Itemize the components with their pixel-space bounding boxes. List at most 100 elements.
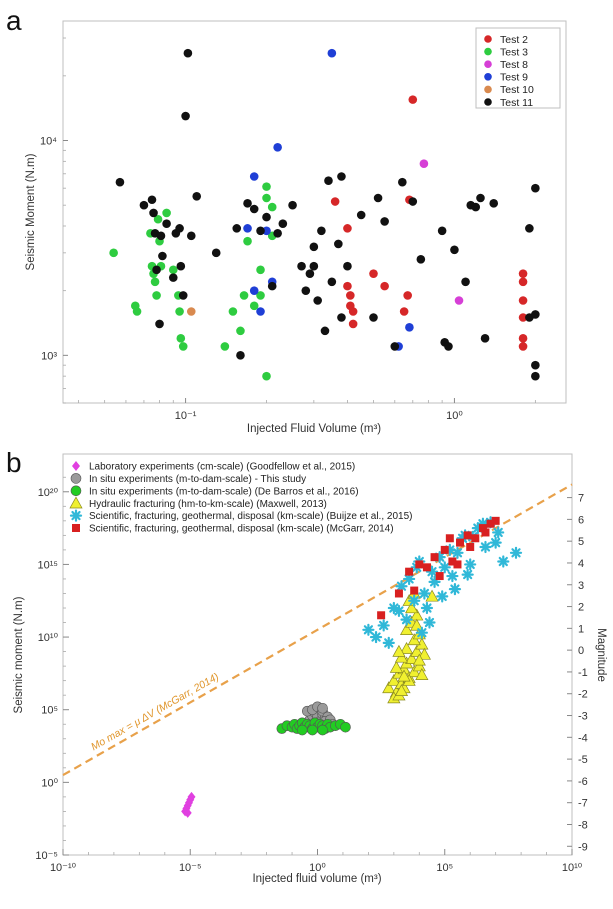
panel-b-magnitude-tick-label: 2 (578, 602, 584, 614)
panel-b-legend-marker-triangle (69, 496, 83, 509)
panel-a-frame (62, 20, 567, 404)
panel-b-point-star (448, 583, 462, 596)
panel-b-point-triangle (394, 684, 409, 696)
panel-b-point-triangle (405, 601, 419, 614)
panel-a-point-test-11 (211, 248, 221, 258)
panel-a-ticks: 10⁻¹ 10⁰ 10³ 10⁴ (40, 37, 536, 422)
panel-b-point-triangle (399, 641, 414, 654)
panel-a-point-test-11 (390, 342, 400, 351)
panel-a-point-test-11 (324, 176, 333, 186)
panel-b-point-triangle (394, 650, 409, 663)
panel-b-magnitude-tick-label: -9 (578, 841, 588, 853)
panel-a-point-test-11 (398, 177, 407, 187)
panel-a-point-test-3 (228, 307, 238, 316)
panel-b-point-star-stroke (396, 581, 407, 591)
panel-b-x-tick-label: 10⁰ (309, 862, 326, 874)
panel-b-legend-marker-diamond (72, 461, 80, 471)
panel-b-legend-label: In situ experiments (m-to-dam-scale) - T… (89, 474, 306, 485)
panel-b-point-star-stroke (384, 638, 394, 648)
panel-b-legend-label: Scientific, fracturing, geothermal, disp… (89, 524, 394, 535)
panel-a-point-test-11 (369, 313, 378, 322)
panel-a-point-test-3 (175, 307, 184, 316)
panel-b-point-square (445, 534, 454, 543)
panel-b-point-star-stroke (463, 569, 473, 580)
panel-a-point-test-11 (181, 111, 190, 121)
panel-a-point-test-2 (518, 269, 528, 278)
panel-b-point-star-stroke (371, 632, 381, 642)
panel-b-point-star (369, 630, 383, 644)
panel-b-point-triangle (397, 669, 411, 682)
panel-b-point-square (430, 553, 439, 562)
panel-a-point-test-3 (262, 193, 271, 203)
panel-a-point-test-11 (531, 371, 540, 381)
panel-b-point-triangle (417, 647, 431, 660)
panel-b-point-square (415, 560, 424, 569)
panel-a-point-test-2 (330, 197, 340, 206)
panel-a-x-axis-label: Injected Fluid Volume (m³) (247, 423, 381, 435)
panel-a-point-test-3 (256, 265, 265, 275)
panel-b-point-star-stroke (427, 567, 437, 577)
panel-b-magnitude-tick-label: 1 (578, 623, 584, 635)
panel-b-point-triangle (392, 644, 406, 657)
panel-a-point-test-11 (158, 251, 167, 261)
panel-b-point-star-stroke (363, 625, 374, 635)
panel-a-point-test-11 (297, 261, 306, 271)
panel-a-point-test-11 (256, 226, 265, 236)
panel-a-y-axis-label: Seismic Moment (N.m) (25, 153, 37, 270)
panel-b-x-tick-label: 10⁻¹⁰ (50, 862, 77, 874)
panel-a-point-test-9 (273, 142, 282, 152)
panel-a-point-test-11 (152, 265, 161, 275)
panel-a-point-test-11 (416, 254, 426, 264)
panel-a-point-test-3 (267, 202, 277, 212)
panel-b-point-star-stroke (498, 556, 508, 567)
panel-b-point-circle (317, 724, 328, 736)
panel-b-point-triangle (425, 589, 439, 602)
panel-a-point-test-11 (408, 197, 418, 206)
panel-b-legend-label: In situ experiments (m-to-dam-scale) (De… (89, 486, 359, 497)
panel-b-y-tick-label: 10¹⁵ (38, 559, 58, 571)
panel-a-point-test-11 (373, 193, 383, 203)
panel-a-point-test-11 (278, 219, 288, 228)
panel-b-legend-marker-circle (70, 485, 82, 497)
panel-b-chart: 10⁻¹⁰ 10⁻⁵ 10⁰ 10⁵ 10¹⁰10⁻⁵10⁰10⁵10¹⁰10¹⁵10²… (13, 453, 607, 885)
panel-b-point-square (466, 542, 475, 551)
panel-b-point-circle (296, 724, 308, 736)
panel-b-y-tick-label: 10²⁰ (38, 487, 59, 499)
panel-a-point-test-3 (256, 291, 265, 300)
panel-b-point-triangle (407, 665, 421, 678)
panel-b-point-triangle (389, 660, 403, 673)
panel-a-point-test-11 (471, 202, 481, 212)
panel-b-legend-marker-star-stroke (71, 510, 81, 521)
panel-a-point-test-11 (176, 261, 186, 271)
panel-a-point-test-2 (518, 296, 528, 305)
panel-a-point-test-11 (168, 273, 178, 282)
panel-b-legend-label: Laboratory experiments (cm-scale) (Goodf… (89, 462, 355, 473)
panel-a-point-test-11 (149, 208, 158, 218)
panel-a-legend-label-test-8: Test 8 (500, 59, 528, 71)
panel-a-point-test-11 (489, 199, 499, 208)
panel-b-point-star (497, 555, 510, 568)
panel-b-point-star (377, 619, 390, 632)
panel-a-point-test-11 (175, 224, 184, 233)
panel-b-point-circle (340, 721, 351, 733)
panel-b-point-star (395, 580, 408, 593)
panel-a-point-test-3 (176, 334, 186, 343)
panel-b-point-triangle (412, 653, 426, 666)
panel-b-point-square (377, 611, 386, 620)
panel-b-point-star (362, 623, 375, 636)
panel-b-point-star-stroke (450, 584, 460, 594)
panel-a-point-test-2 (348, 319, 358, 329)
panel-a-y-tick-label: 10³ (41, 350, 57, 362)
panel-b-point-square (453, 560, 462, 569)
panel-b-point-star (415, 626, 428, 639)
panel-b-point-star (509, 546, 523, 559)
panel-a-point-test-3 (243, 236, 252, 246)
panel-a-point-test-9 (243, 224, 252, 233)
panel-a-legend-label-test-9: Test 9 (500, 72, 528, 84)
panel-a-point-test-2 (518, 277, 528, 287)
panel-b-y-tick-label: 10¹⁰ (38, 632, 59, 644)
panel-a-point-test-11 (480, 334, 490, 343)
panel-a-point-test-11 (156, 231, 166, 241)
panel-a-point-test-9 (262, 226, 271, 236)
